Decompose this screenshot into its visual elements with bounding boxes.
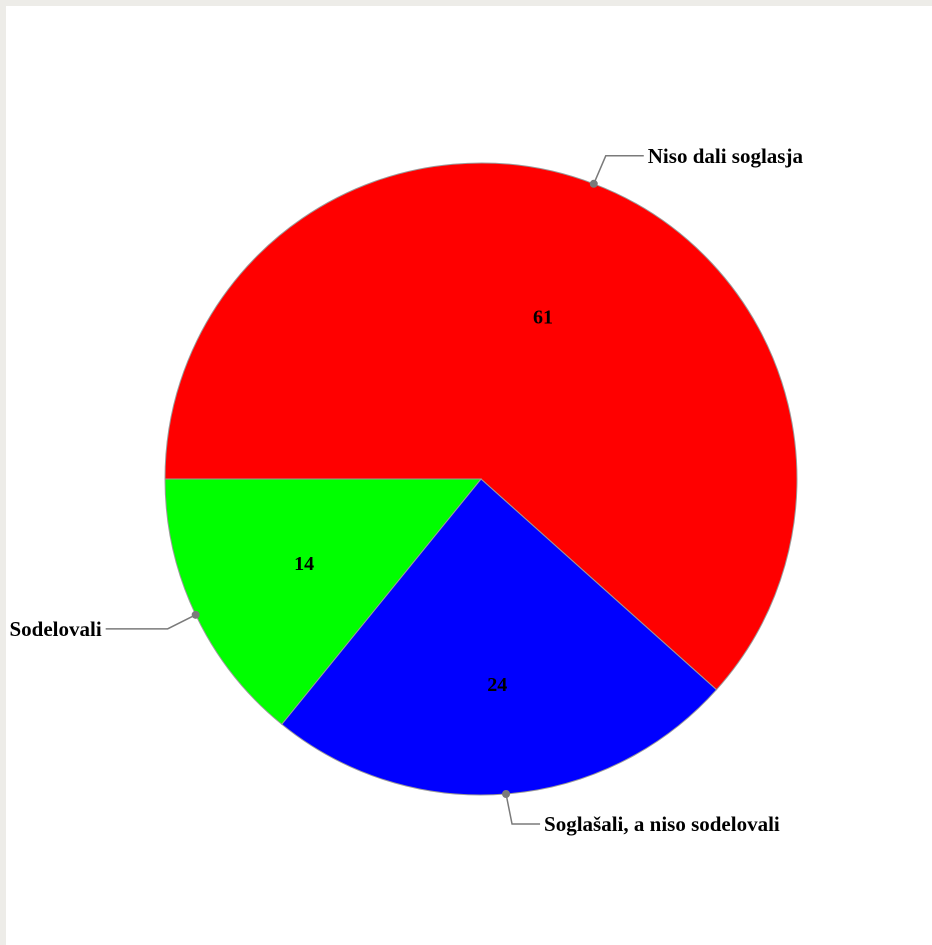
leader-dot-soglasali-a-niso-sodelovali [502, 790, 511, 799]
value-label-niso-dali-soglasja: 61 [533, 307, 553, 329]
leader-line-sodelovali [105, 614, 197, 630]
leader-line-soglasali-a-niso-sodelovali [505, 793, 541, 825]
leader-dot-niso-dali-soglasja [589, 179, 598, 188]
value-label-soglasali-a-niso-sodelovali: 24 [487, 674, 507, 696]
leader-line-niso-dali-soglasja [593, 155, 644, 185]
category-label-niso-dali-soglasja: Niso dali soglasja [648, 144, 804, 168]
category-label-soglasali-a-niso-sodelovali: Soglašali, a niso sodelovali [544, 812, 780, 836]
leader-lines [105, 155, 644, 825]
chart-labels: 61 Niso dali soglasja 24 Soglašali, a niso … [9, 144, 803, 836]
category-label-sodelovali: Sodelovali [9, 617, 101, 641]
pie-slices [164, 162, 798, 796]
leader-dot-sodelovali [191, 610, 200, 619]
value-label-sodelovali: 14 [294, 553, 314, 575]
